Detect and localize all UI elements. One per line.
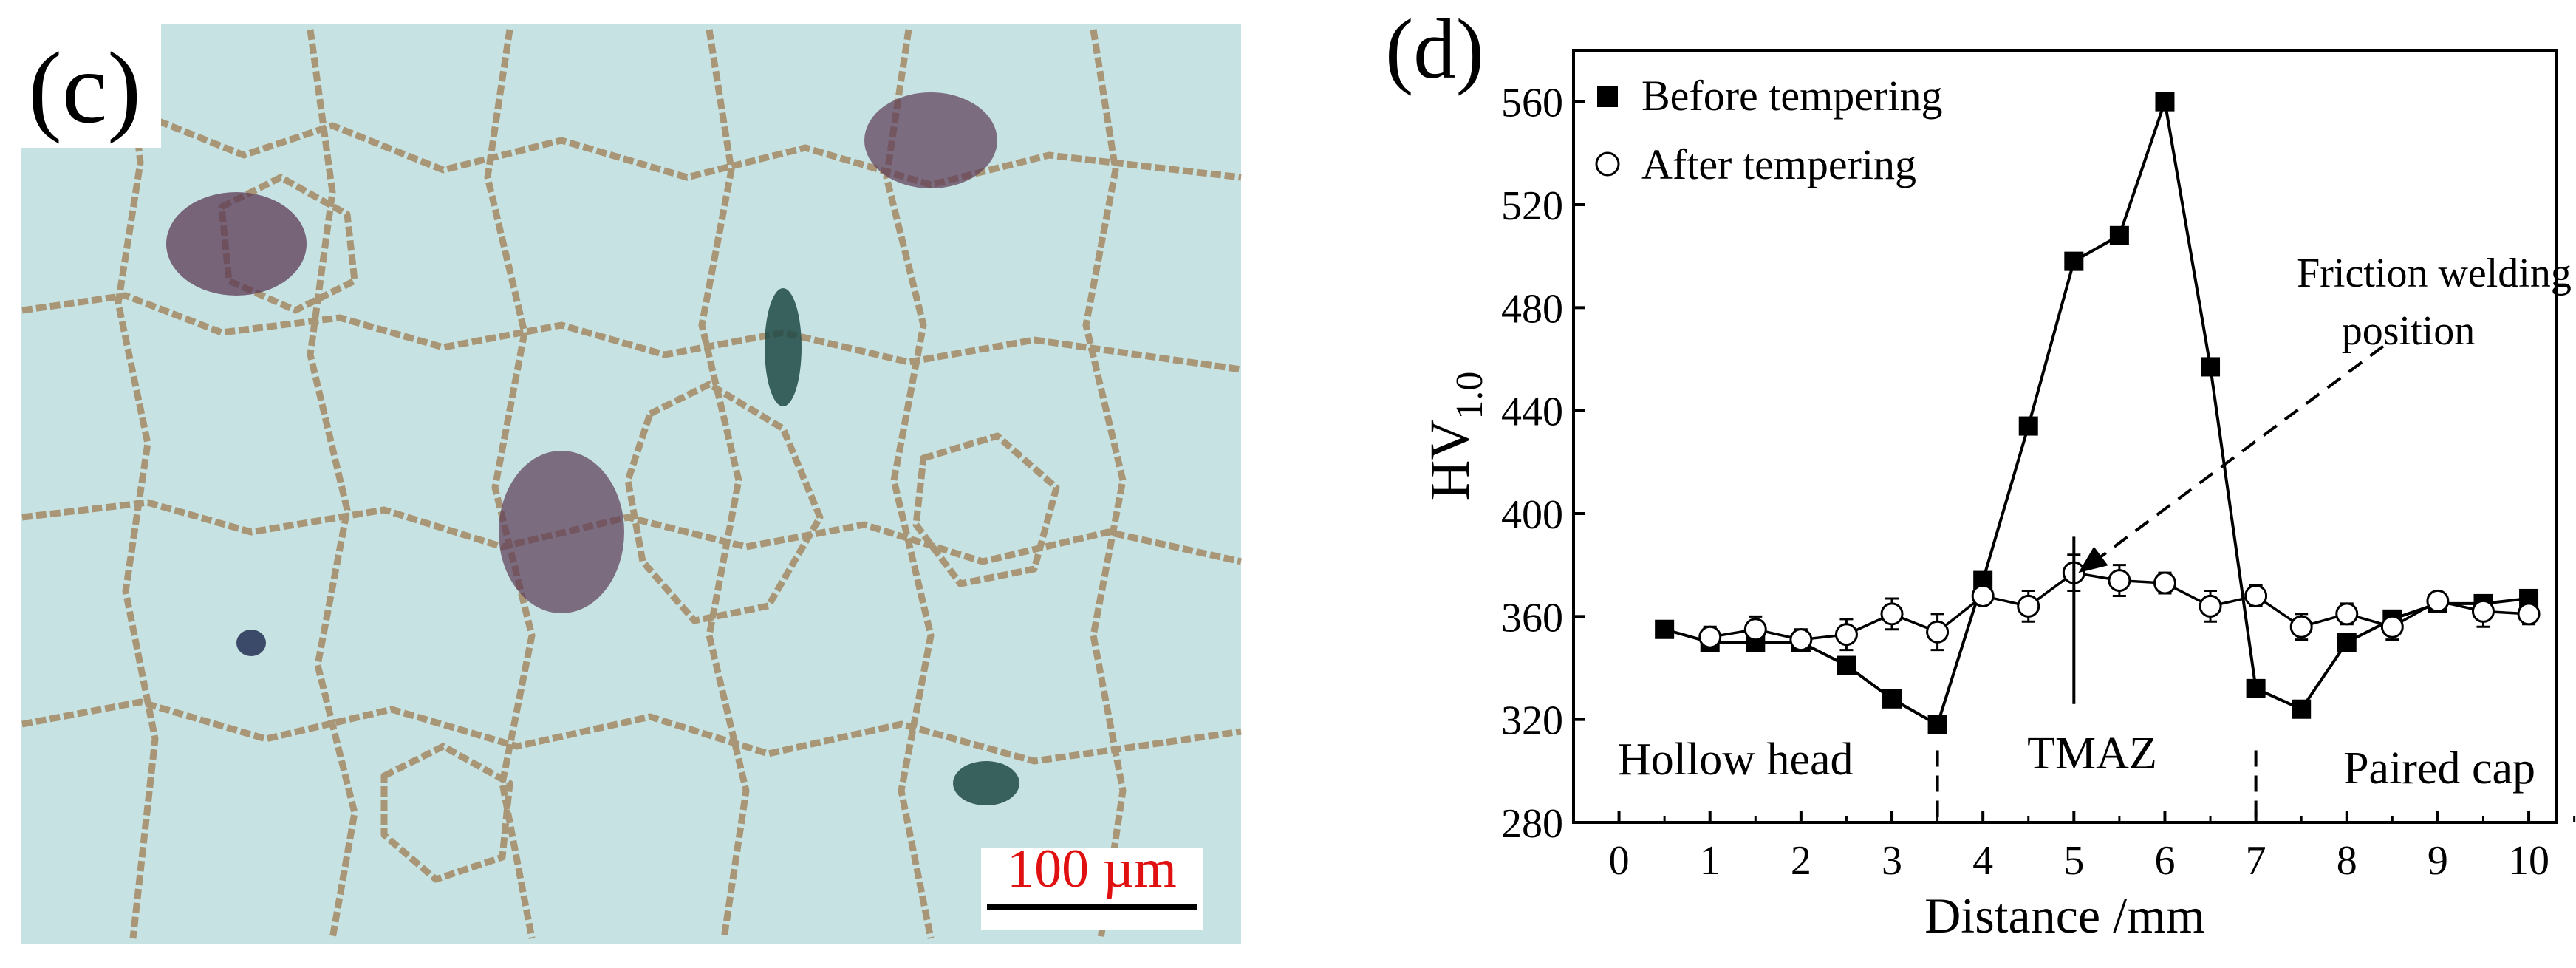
data-point-before-tempering [2155,92,2175,112]
y-tick-label: 560 [1501,81,1563,126]
x-tick-label: 0 [1609,838,1630,884]
x-tick-label: 7 [2246,838,2266,884]
y-tick-label: 320 [1501,698,1563,744]
y-tick-label: 480 [1501,286,1563,332]
data-point-after-tempering [2017,594,2040,618]
data-point-after-tempering [1698,625,1722,649]
data-point-before-tempering [1837,655,1856,675]
x-tick-label: 8 [2337,838,2357,884]
legend-label-after-tempering: After tempering [1641,140,1916,188]
series-after-tempering [1698,553,2541,652]
friction-position-arrowhead [2078,546,2108,573]
plot-area-frame [1572,49,2558,824]
x-axis-label: Distance /mm [1924,887,2205,944]
x-tick-label: 3 [1882,838,1902,884]
region-boundary-lines [1936,750,2258,822]
data-point-after-tempering [2517,602,2541,626]
data-point-after-tempering [2471,599,2495,623]
legend-marker-before-tempering [1597,86,1618,107]
x-axis-ticks: 0 1 2 3 4 5 6 7 8 9 10 [1609,811,2576,884]
data-point-before-tempering [2064,251,2084,271]
panel-label-box [21,24,161,148]
panel-label-c: (c) [28,31,141,144]
friction-position-arrow [2092,344,2385,564]
y-axis-ticks: 280 320 360 400 440 480 520 560 [1501,81,1585,847]
x-tick-label: 9 [2428,838,2448,884]
data-point-before-tempering [2109,225,2129,245]
y-tick-label: 360 [1501,595,1563,641]
legend-label-before-tempering: Before tempering [1641,72,1942,120]
y-axis-label-subscript: 1.0 [1449,372,1491,420]
data-point-after-tempering [2244,584,2268,607]
region-label-tmaz: TMAZ [2027,729,2157,779]
scale-bar-label: 100 µm [1007,839,1177,899]
x-tick-label: 6 [2154,838,2175,884]
data-point-before-tempering [2246,678,2266,698]
data-point-before-tempering [1927,715,1947,734]
data-point-after-tempering [2289,615,2313,638]
data-point-before-tempering [2018,416,2038,436]
region-label-hollow-head: Hollow head [1618,734,1854,785]
data-point-before-tempering [1882,689,1902,709]
panel-label-d: (d) [1385,2,1484,96]
annotation-friction-welding: Friction welding [2297,250,2572,296]
data-point-after-tempering [2199,594,2222,618]
data-point-before-tempering [2337,633,2357,652]
data-point-after-tempering [1743,618,1767,641]
hardness-chart: (d) 280 320 360 400 440 480 520 560 0 1 2 3 4 5 6 7 8 9 1… [1385,2,2576,944]
legend-marker-after-tempering [1595,151,1620,177]
y-tick-label: 400 [1501,492,1563,538]
data-point-after-tempering [1834,623,1858,647]
data-point-before-tempering [2292,699,2312,719]
data-point-after-tempering [2426,589,2450,613]
x-tick-label: 2 [1791,838,1811,884]
region-label-paired-cap: Paired cap [2343,743,2535,794]
y-axis-label: HV1.0 [1419,372,1491,501]
data-point-after-tempering [2108,569,2131,593]
y-tick-label: 280 [1501,801,1563,847]
data-point-before-tempering [2201,357,2221,377]
scale-bar-box [981,848,1203,930]
micrograph-panel: (c) 100 µm [21,24,1242,944]
data-point-after-tempering [2335,602,2359,626]
annotations: Friction welding position Hollow head TM… [1618,250,2572,794]
x-tick-label: 5 [2063,838,2084,884]
y-tick-label: 440 [1501,389,1563,435]
data-point-after-tempering [1926,620,1950,644]
data-point-before-tempering [1655,619,1675,639]
y-tick-label: 520 [1501,183,1563,229]
data-point-after-tempering [1971,584,1995,607]
dark-phase-clusters [166,92,1019,805]
y-axis-label-main: HV [1419,420,1481,501]
data-point-after-tempering [2380,615,2404,638]
grain-boundaries [21,29,1242,939]
annotation-position: position [2342,308,2475,354]
data-point-after-tempering [1789,628,1813,652]
data-point-after-tempering [1880,602,1904,626]
x-tick-label: 1 [1700,838,1721,884]
x-tick-label: 10 [2508,838,2549,884]
x-tick-label: 4 [1972,838,1993,884]
legend: Before tempering After tempering [1595,72,1942,188]
data-point-after-tempering [2153,571,2176,595]
